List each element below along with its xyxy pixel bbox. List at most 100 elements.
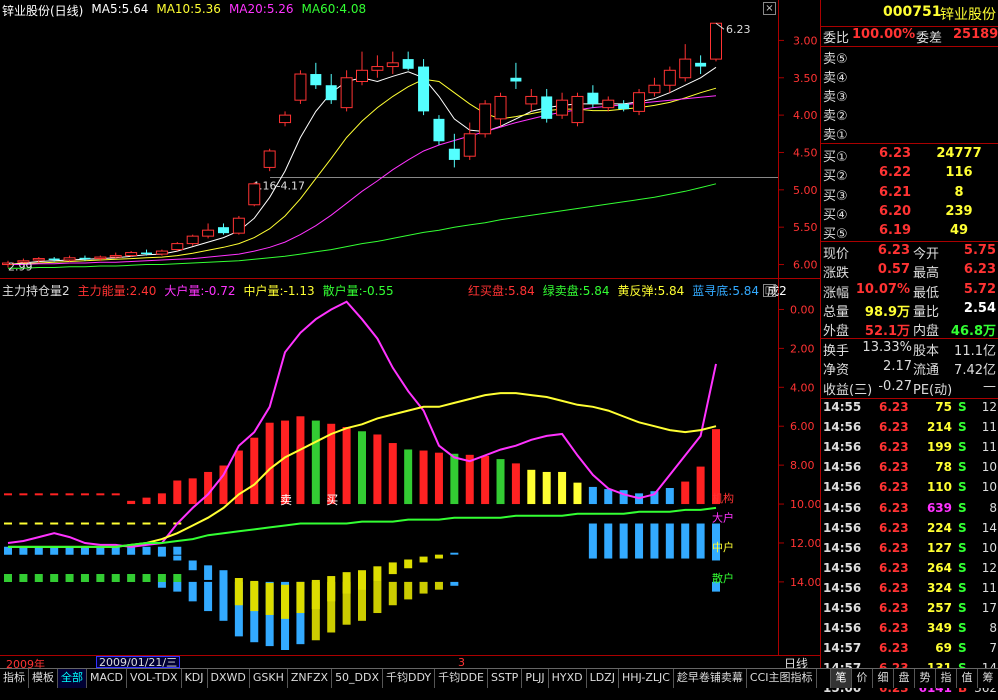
bid-row[interactable]: 买③ 6.21 8 — [821, 185, 998, 204]
bid-row[interactable]: 买② 6.22 116 — [821, 165, 998, 184]
dash-mark — [157, 574, 166, 582]
tick-time: 14:56 — [823, 601, 862, 615]
indicator-tab[interactable]: 指标 — [0, 669, 29, 688]
timeline-month: 3 — [458, 656, 465, 669]
tick-row: 14:56 6.23 264 S 12 — [821, 561, 998, 580]
main-force-bar — [281, 420, 290, 505]
quote-value: 6.23 — [877, 243, 910, 258]
tick-time: 14:56 — [823, 440, 862, 455]
maximize-chart-icon[interactable]: □ — [763, 284, 776, 297]
ask-row[interactable]: 卖① — [821, 124, 998, 143]
quote-label: 今开 — [913, 247, 940, 262]
tick-time: 14:56 — [823, 520, 862, 535]
dash-mark — [34, 574, 43, 582]
candle-body — [248, 183, 261, 206]
retail-bar — [450, 552, 459, 555]
tick-count: 12 — [981, 560, 997, 575]
tick-row: 14:56 6.23 127 S 10 — [821, 541, 998, 560]
tick-row: 14:55 6.23 75 S 12 — [821, 400, 998, 419]
main-force-bar — [204, 471, 213, 505]
indicator-tab[interactable]: 千钧DDY — [383, 669, 436, 688]
quote-value: 6.23 — [963, 262, 996, 278]
indicator-tab[interactable]: 趁早卷铺卖幕 — [674, 669, 747, 688]
dash-mark — [96, 522, 105, 525]
tick-side: S — [958, 580, 967, 595]
panel-tab[interactable]: 值 — [956, 669, 977, 688]
series-label: 散户 — [712, 571, 734, 585]
ask-row[interactable]: 卖④ — [821, 67, 998, 86]
quote-value: 98.9万 — [864, 304, 910, 320]
ask-label: 卖② — [823, 109, 848, 124]
stats-label: 净资 — [823, 363, 850, 379]
panel-tab[interactable]: 指 — [935, 669, 956, 688]
stats-label: PE(动) — [913, 382, 953, 398]
candle-body — [663, 69, 676, 86]
dash-mark — [142, 522, 151, 525]
main-force-bar — [511, 463, 520, 505]
indicator-tab[interactable]: SSTP — [488, 669, 523, 688]
ask-row[interactable]: 卖③ — [821, 86, 998, 105]
indicator-tab[interactable]: MACD — [87, 669, 127, 688]
tick-time: 14:56 — [823, 480, 862, 495]
main-force-bar — [219, 465, 228, 505]
stock-code: 000751 — [883, 4, 942, 20]
legend-item: 蓝寻底:5.84 — [692, 284, 760, 298]
timeline-date[interactable]: 2009/01/21/三 — [96, 656, 181, 668]
chart-area[interactable]: 6.00 5.50 5.00 4.50 4.00 3.50 3.00 4.16-4.17 6.2… — [0, 0, 820, 671]
main-force-bar — [588, 486, 597, 505]
indicator-tab[interactable]: CCI主图指标 — [747, 669, 817, 688]
indicator-tab[interactable]: 全部 — [58, 669, 87, 688]
bid-price: 6.22 — [879, 165, 912, 181]
main-force-bar — [327, 423, 336, 505]
indicator-tab[interactable]: HYXD — [549, 669, 587, 688]
indicator-tab[interactable]: GSKH — [250, 669, 288, 688]
quote-value: 5.75 — [963, 243, 996, 258]
indicator-tab[interactable]: DXWD — [208, 669, 250, 688]
indicator-tab[interactable]: 模板 — [29, 669, 58, 688]
dash-mark — [142, 546, 151, 555]
main-force-bar — [681, 481, 690, 505]
candle-body — [125, 252, 138, 257]
main-force-bar — [388, 443, 397, 505]
indicator-tab[interactable]: HHJ-ZLJC — [619, 669, 674, 688]
sell-mark: 卖 — [280, 493, 292, 507]
indicator-tab[interactable]: LDZJ — [587, 669, 619, 688]
tick-row: 14:57 6.23 69 S 7 — [821, 641, 998, 660]
indicator-tab[interactable]: VOL-TDX — [127, 669, 182, 688]
quote-panel: 000751 锌业股份 委比 100.00% 委差 25189 卖⑤ 卖④ 卖③ 卖②… — [820, 0, 998, 695]
stats-value: 7.42亿 — [954, 363, 996, 379]
indicator-tab[interactable]: 50_DDX — [332, 669, 384, 688]
panel-tab[interactable]: 盘 — [893, 669, 914, 688]
quote-label: 最低 — [913, 285, 940, 301]
candle-body — [418, 66, 430, 112]
bid-row[interactable]: 买⑤ 6.19 49 — [821, 223, 998, 242]
candle-body — [556, 99, 569, 116]
main-force-bar — [311, 420, 320, 505]
ask-row[interactable]: 卖⑤ — [821, 48, 998, 67]
indicator-tab[interactable]: KDJ — [182, 669, 208, 688]
indicator-tab[interactable]: ZNFZX — [288, 669, 333, 688]
candle-body — [48, 258, 60, 261]
panel-tab[interactable]: 价 — [851, 669, 872, 688]
chart-svg[interactable]: 6.00 5.50 5.00 4.50 4.00 3.50 3.00 4.16-4.17 6.2… — [0, 0, 820, 668]
candle-body — [618, 103, 630, 110]
panel-tab[interactable]: 细 — [872, 669, 893, 688]
upper-legend: 锌业股份(日线) MA5:5.64 MA10:5.36 MA20:5.26 MA60:4… — [2, 2, 366, 18]
indicator-tab[interactable]: PLJJ — [522, 669, 549, 688]
stats-value: -0.27 — [878, 378, 912, 394]
period-label[interactable]: 日线 — [784, 657, 809, 671]
ask-row[interactable]: 卖② — [821, 105, 998, 124]
indicator-tab[interactable]: 千钧DDE — [435, 669, 488, 688]
quote-value: 52.1万 — [864, 324, 910, 340]
panel-tab[interactable]: 筹 — [977, 669, 998, 688]
bid-row[interactable]: 买① 6.23 24777 — [821, 146, 998, 165]
close-chart-icon[interactable]: × — [763, 2, 776, 15]
tick-volume: 324 — [926, 580, 952, 595]
retail-bar — [188, 581, 197, 602]
candle-body — [402, 59, 414, 69]
candle-body — [433, 118, 445, 142]
panel-tab[interactable]: 笔 — [830, 669, 851, 688]
tick-price: 6.23 — [879, 520, 909, 535]
bid-row[interactable]: 买④ 6.20 239 — [821, 204, 998, 223]
panel-tab[interactable]: 势 — [914, 669, 935, 688]
